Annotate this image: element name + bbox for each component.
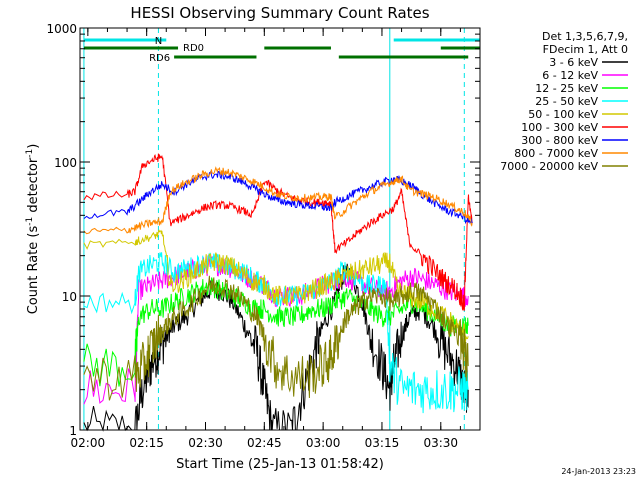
legend-header-line1: Det 1,3,5,6,7,9,	[542, 30, 628, 43]
legend: Det 1,3,5,6,7,9, FDecim 1, Att 0 3 - 6 k…	[500, 30, 628, 173]
x-tick-label-1: 02:15	[129, 436, 164, 450]
legend-label-1: 6 - 12 keV	[542, 69, 598, 82]
flag-label-n: N	[155, 36, 162, 47]
x-tick-label-3: 02:45	[247, 436, 282, 450]
y-tick-label-2: 100	[54, 156, 77, 170]
plot-frame	[79, 27, 481, 431]
y-axis-label-sup1: -1	[25, 217, 35, 226]
plot-area: N RD0 RD6	[83, 28, 480, 432]
y-tick-label-0: 1	[69, 424, 77, 438]
flag-label-rd0: RD0	[183, 43, 204, 54]
legend-label-8: 7000 - 20000 keV	[500, 160, 598, 173]
series-line-6	[83, 170, 473, 225]
y-tick-label-1: 10	[62, 290, 77, 304]
x-tick-label-6: 03:30	[423, 436, 458, 450]
legend-label-5: 100 - 300 keV	[521, 121, 598, 134]
legend-label-6: 300 - 800 keV	[521, 134, 598, 147]
chart-title: HESSI Observing Summary Count Rates	[130, 4, 429, 22]
legend-header-line2: FDecim 1, Att 0	[543, 43, 628, 56]
y-axis-label-sup2: -1	[25, 149, 35, 158]
x-axis-label: Start Time (25-Jan-13 01:58:42)	[176, 457, 384, 472]
flag-label-rd6: RD6	[149, 53, 170, 64]
x-tick-label-4: 03:00	[306, 436, 341, 450]
series-line-2	[83, 277, 469, 387]
y-axis-label-part1: Count Rate (s	[26, 226, 41, 315]
legend-label-0: 3 - 6 keV	[549, 56, 598, 69]
y-axis: 1 10 100 1000	[46, 22, 480, 438]
series-line-7	[83, 166, 473, 235]
legend-label-7: 800 - 7000 keV	[514, 147, 598, 160]
y-axis-label-part3: )	[26, 144, 41, 149]
y-axis-label: Count Rate (s-1 detector-1)	[25, 144, 41, 315]
legend-label-3: 25 - 50 keV	[535, 95, 598, 108]
x-tick-label-0: 02:00	[71, 436, 106, 450]
series-line-8	[83, 275, 469, 401]
y-tick-label-3: 1000	[46, 22, 77, 36]
y-axis-label-part2: detector	[26, 157, 41, 217]
x-axis: 02:00 02:15 02:30 02:45 03:00 03:15 03:30	[71, 28, 461, 450]
x-tick-label-5: 03:15	[365, 436, 400, 450]
legend-label-2: 12 - 25 keV	[535, 82, 598, 95]
x-tick-label-2: 02:30	[188, 436, 223, 450]
legend-label-4: 50 - 100 keV	[528, 108, 598, 121]
generation-timestamp: 24-Jan-2013 23:23	[561, 467, 636, 476]
